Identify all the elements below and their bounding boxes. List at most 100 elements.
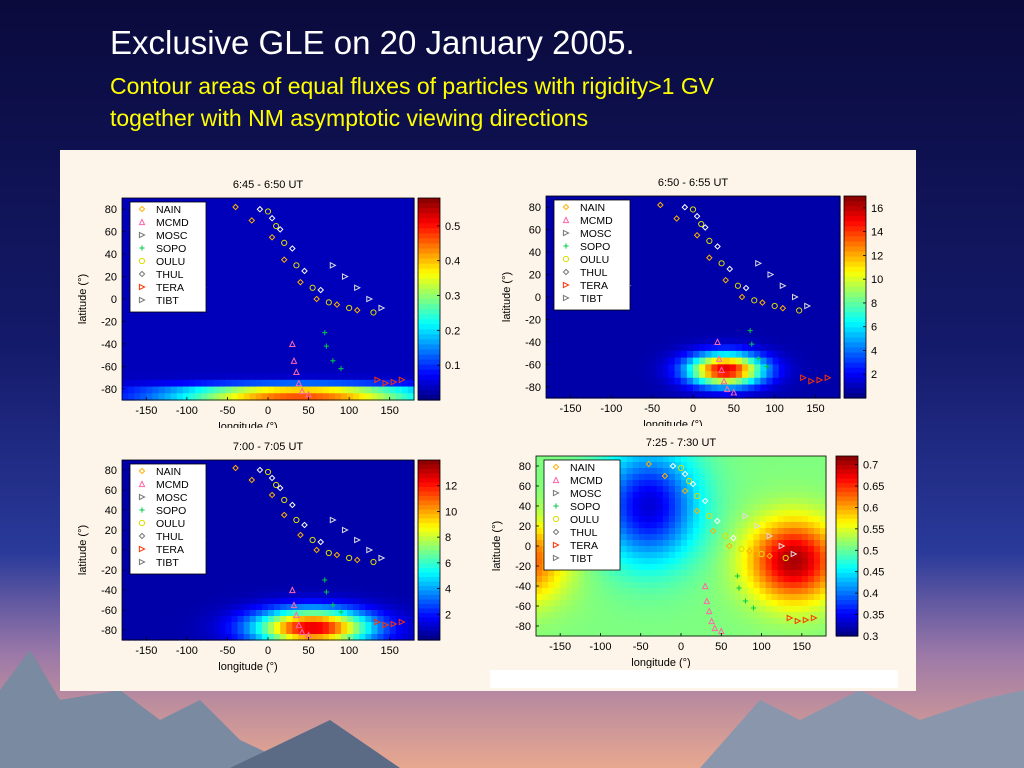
heatmap-cell: [542, 612, 549, 619]
heatmap-cell: [274, 352, 281, 361]
heatmap-cell: [164, 373, 172, 381]
heatmap-cell: [705, 196, 712, 204]
heatmap-cell: [729, 357, 737, 365]
heatmap-cell: [699, 270, 706, 278]
heatmap-cell: [407, 272, 415, 280]
heatmap-cell: [292, 622, 300, 629]
heatmap-cell: [304, 332, 312, 340]
heatmap-cell: [274, 292, 281, 300]
heatmap-cell: [760, 196, 768, 204]
heatmap-cell: [791, 276, 798, 285]
heatmap-cell: [347, 393, 354, 401]
heatmap-cell: [341, 373, 348, 381]
heatmap-cell: [662, 317, 670, 325]
heatmap-cell: [122, 379, 129, 388]
heatmap-cell: [310, 556, 318, 563]
heatmap-cell: [582, 384, 590, 392]
heatmap-cell: [674, 297, 682, 305]
heatmap-cell: [680, 357, 688, 365]
heatmap-cell: [754, 202, 761, 211]
heatmap-cell: [797, 229, 804, 237]
heatmap-cell: [717, 263, 725, 271]
heatmap-cell: [316, 478, 324, 485]
station-point-oulu: [689, 206, 697, 213]
heatmap-cell: [560, 588, 567, 595]
heatmap-cell: [310, 490, 318, 497]
heatmap-cell: [576, 384, 584, 392]
heatmap-cell: [261, 224, 269, 233]
heatmap-cell: [705, 283, 712, 291]
heatmap-cell: [310, 550, 318, 557]
colorbar-cell: [418, 314, 440, 320]
heatmap-cell: [310, 478, 318, 485]
heatmap-cell: [261, 319, 269, 327]
heatmap-cell: [274, 393, 281, 401]
heatmap-cell: [383, 285, 391, 293]
heatmap-cell: [546, 371, 553, 379]
heatmap-cell: [243, 278, 251, 287]
heatmap-cell: [316, 198, 324, 206]
heatmap-cell: [772, 297, 780, 305]
station-point-oulu: [346, 304, 353, 312]
heatmap-cell: [791, 384, 798, 392]
heatmap-cell: [353, 325, 360, 334]
heatmap-cell: [401, 634, 409, 641]
heatmap-cell: [347, 610, 354, 617]
heatmap-cell: [717, 209, 725, 217]
heatmap-cell: [280, 502, 287, 509]
heatmap-cell: [292, 526, 300, 533]
heatmap-cell: [255, 346, 263, 354]
heatmap-cell: [401, 556, 409, 563]
heatmap-cell: [401, 550, 409, 557]
heatmap-cell: [389, 502, 397, 509]
heatmap-cell: [729, 202, 737, 211]
heatmap-cell: [377, 272, 385, 280]
heatmap-cell: [377, 393, 385, 401]
heatmap-cell: [152, 346, 160, 354]
heatmap-cell: [389, 265, 397, 273]
heatmap-cell: [809, 303, 817, 312]
heatmap-cell: [662, 384, 670, 392]
heatmap-cell: [542, 576, 549, 583]
heatmap-cell: [122, 292, 129, 300]
heatmap-cell: [377, 610, 385, 617]
heatmap-cell: [140, 610, 147, 617]
heatmap-cell: [213, 580, 220, 587]
station-point-thul: [714, 243, 721, 250]
heatmap-cell: [548, 600, 555, 607]
heatmap-cell: [140, 592, 147, 599]
heatmap-cell: [316, 346, 324, 354]
legend-label-nain: NAIN: [580, 202, 605, 214]
colorbar-cell: [418, 233, 440, 239]
heatmap-cell: [613, 357, 621, 365]
heatmap-cell: [576, 391, 584, 399]
heatmap-cell: [377, 460, 385, 467]
heatmap-cell: [164, 339, 172, 347]
heatmap-cell: [582, 350, 590, 359]
colorbar-cell: [844, 332, 866, 338]
station-point-sopo: [763, 363, 770, 370]
heatmap-cell: [286, 352, 293, 361]
heatmap-cell: [542, 456, 549, 463]
heatmap-cell: [274, 285, 281, 293]
heatmap-cell: [705, 317, 712, 325]
heatmap-cell: [668, 229, 676, 237]
heatmap-cell: [188, 359, 196, 367]
heatmap-cell: [827, 371, 835, 379]
heatmap-cell: [249, 198, 257, 206]
heatmap-cell: [328, 305, 336, 314]
heatmap-cell: [389, 466, 397, 473]
heatmap-cell: [742, 249, 749, 258]
heatmap-cell: [122, 251, 129, 260]
heatmap-cell: [619, 330, 627, 338]
legend-label-mcmd: MCMD: [156, 479, 189, 491]
heatmap-cell: [791, 270, 798, 278]
y-tick-label: 60: [105, 227, 117, 239]
heatmap-cell: [225, 346, 233, 354]
heatmap-cell: [274, 610, 281, 617]
heatmap-cell: [766, 297, 774, 305]
heatmap-cell: [341, 526, 348, 533]
heatmap-cell: [182, 580, 190, 587]
heatmap-cell: [237, 568, 245, 575]
heatmap-cell: [662, 196, 670, 204]
